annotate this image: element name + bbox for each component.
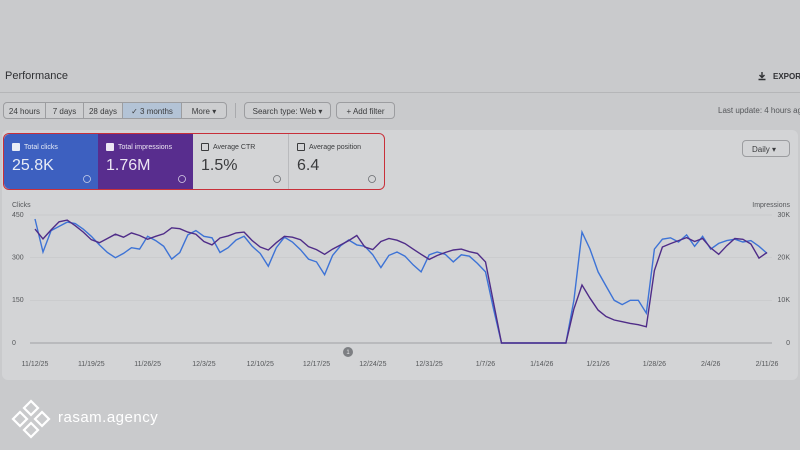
highlight-box: [3, 133, 385, 190]
help-icon[interactable]: [83, 175, 91, 183]
search-type-label: Search type: Web: [252, 107, 317, 116]
plus-icon: +: [346, 107, 353, 116]
granularity-label: Daily: [752, 145, 770, 154]
separator: [235, 103, 236, 118]
add-filter-button[interactable]: + Add filter: [336, 102, 395, 119]
x-tick-label: 12/24/25: [359, 361, 386, 368]
metric-value: 25.8K: [12, 157, 54, 174]
last-update: Last update: 4 hours ag: [718, 106, 800, 115]
export-button[interactable]: EXPORT: [773, 72, 800, 81]
metric-value: 1.76M: [106, 157, 151, 174]
search-type-button[interactable]: Search type: Web ▾: [244, 102, 331, 119]
help-icon[interactable]: [178, 175, 186, 183]
annotation-marker[interactable]: [343, 347, 353, 357]
logo-icon: [11, 399, 51, 439]
more-button[interactable]: More ▾: [181, 102, 227, 119]
help-icon[interactable]: [368, 175, 376, 183]
y-tick-label: 450: [12, 212, 24, 219]
range-label: 3 months: [140, 107, 173, 116]
y2-axis-label: Impressions: [752, 202, 790, 209]
x-tick-label: 2/11/26: [756, 361, 779, 368]
checkbox[interactable]: [12, 143, 20, 151]
range-button[interactable]: 24 hours: [3, 102, 46, 119]
y2-tick-label: 0: [786, 340, 790, 347]
download-icon: [758, 72, 766, 81]
checkbox[interactable]: [201, 143, 209, 151]
metric-card[interactable]: Total clicks 25.8K: [4, 134, 98, 189]
metric-value: 6.4: [297, 157, 320, 174]
y-tick-label: 150: [12, 297, 24, 304]
x-tick-label: 1/28/26: [643, 361, 666, 368]
checkbox[interactable]: [106, 143, 114, 151]
x-tick-label: 12/31/25: [416, 361, 443, 368]
metric-label: Average CTR: [213, 143, 256, 151]
data-line: [34, 218, 768, 344]
divider: [0, 92, 800, 93]
y-axis-label: Clicks: [12, 202, 31, 209]
x-tick-label: 2/4/26: [701, 361, 721, 368]
data-line: [34, 219, 768, 344]
granularity-dropdown[interactable]: Daily ▾: [742, 140, 790, 157]
y-tick-label: 300: [12, 255, 24, 262]
metric-card[interactable]: Total impressions 1.76M: [98, 134, 193, 189]
metric-card[interactable]: Average CTR 1.5%: [193, 134, 289, 189]
x-tick-label: 12/17/25: [303, 361, 330, 368]
x-tick-label: 1/21/26: [586, 361, 609, 368]
metric-value: 1.5%: [201, 157, 238, 174]
metric-label: Average position: [309, 143, 362, 151]
x-tick-label: 12/3/25: [192, 361, 215, 368]
x-tick-label: 11/19/25: [78, 361, 105, 368]
logo-text: rasam.agency: [58, 409, 159, 426]
help-icons: [83, 175, 376, 183]
page-title: Performance: [5, 70, 68, 82]
range-button[interactable]: 28 days: [83, 102, 123, 119]
metric-label: Total impressions: [118, 143, 173, 151]
check-icon: ✓: [131, 107, 141, 116]
x-tick-label: 1/7/26: [476, 361, 496, 368]
y2-tick-label: 20K: [778, 255, 791, 262]
x-tick-label: 11/26/25: [134, 361, 161, 368]
y2-tick-label: 10K: [778, 297, 791, 304]
annotation-label: 1: [346, 350, 350, 356]
help-icon[interactable]: [273, 175, 281, 183]
x-tick-label: 1/14/26: [530, 361, 553, 368]
metric-label: Total clicks: [24, 143, 58, 151]
more-label: More: [191, 107, 210, 116]
x-tick-label: 11/12/25: [22, 361, 49, 368]
y2-tick-label: 30K: [778, 212, 791, 219]
range-button[interactable]: 7 days: [45, 102, 84, 119]
add-filter-label: Add filter: [352, 107, 385, 116]
checkbox[interactable]: [297, 143, 305, 151]
metric-card[interactable]: Average position 6.4: [289, 134, 384, 189]
y-tick-label: 0: [12, 340, 16, 347]
x-tick-label: 12/10/25: [247, 361, 274, 368]
